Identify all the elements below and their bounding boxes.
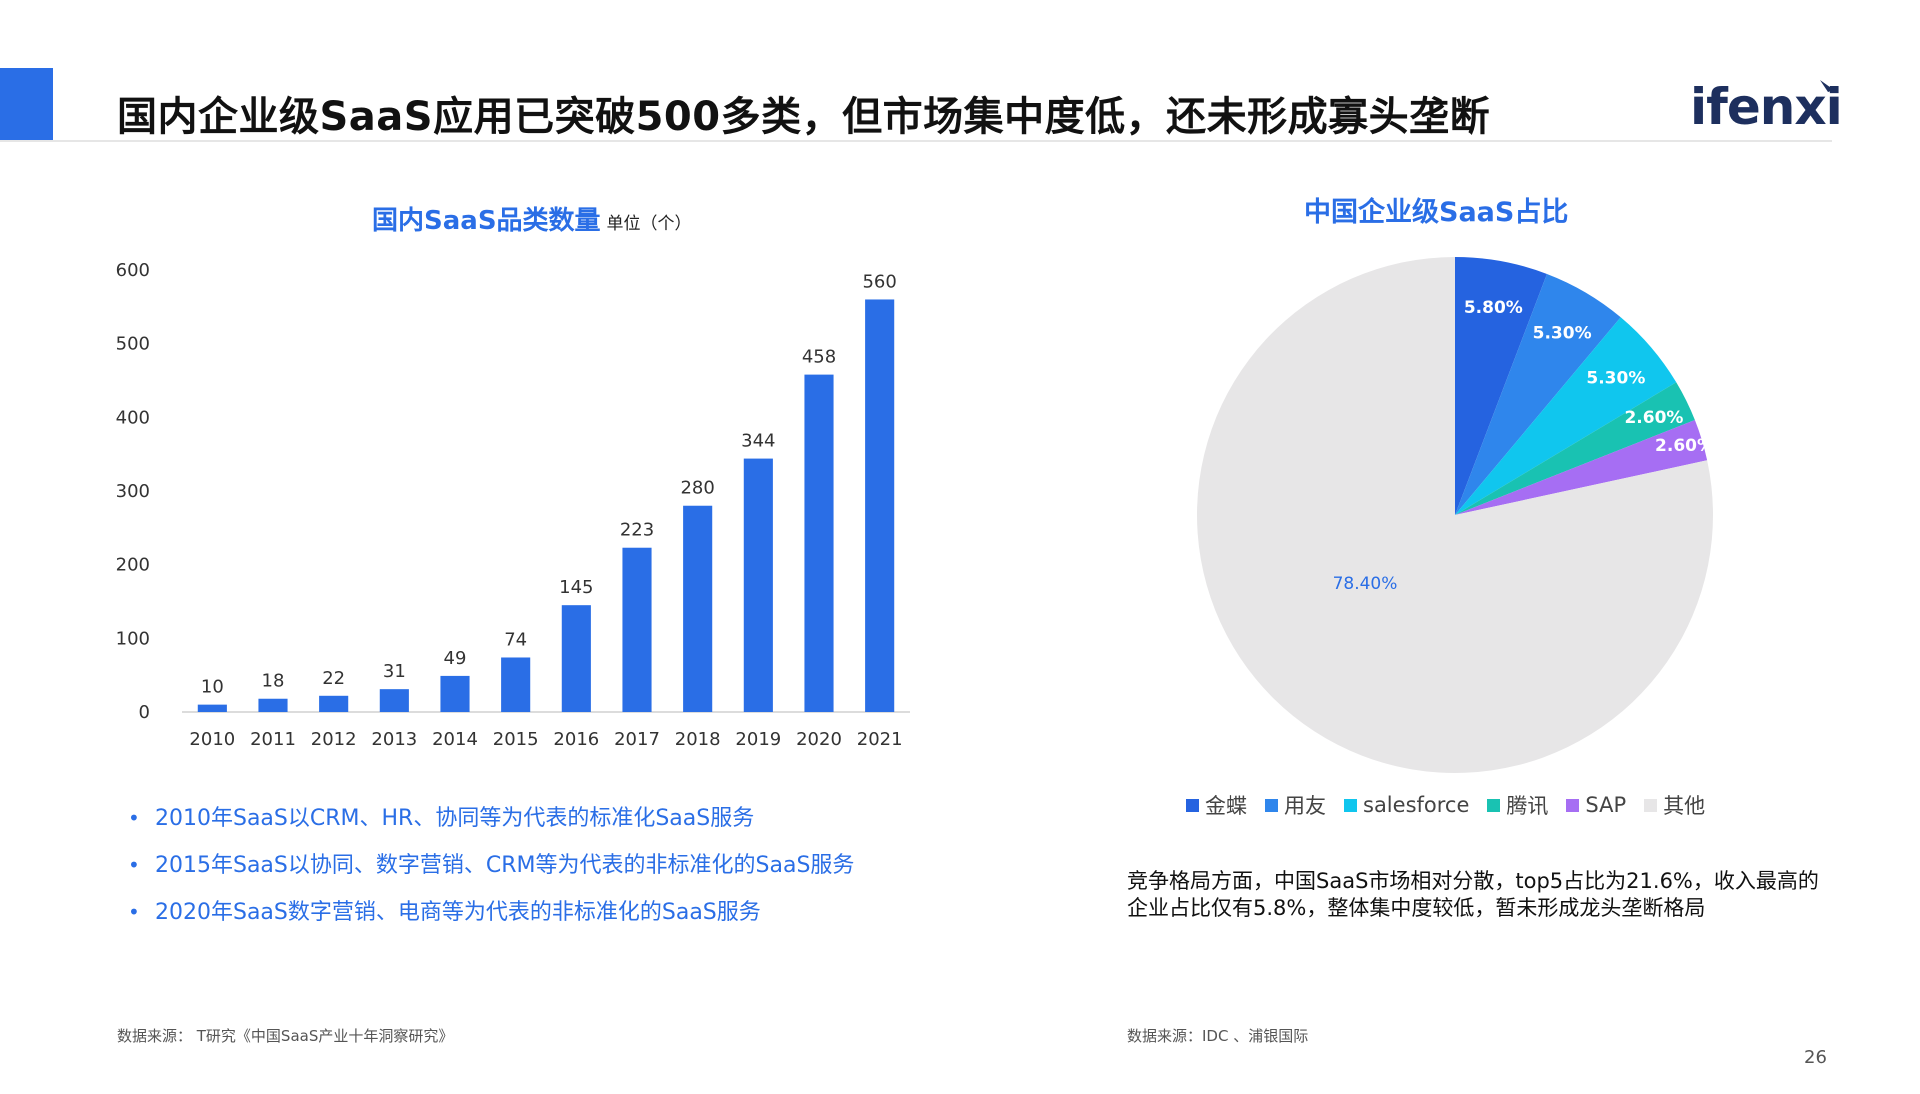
- bullet-item: 2020年SaaS数字营销、电商等为代表的非标准化的SaaS服务: [125, 889, 854, 936]
- legend-label: salesforce: [1363, 793, 1470, 817]
- x-tick-label: 2015: [493, 729, 539, 750]
- pie-slice: [1455, 257, 1547, 515]
- legend-label: 腾讯: [1506, 794, 1549, 818]
- x-tick-label: 2017: [614, 729, 660, 750]
- bar-chart-title-text: 国内SaaS品类数量: [372, 206, 601, 236]
- x-tick-label: 2016: [553, 729, 599, 750]
- bar: [258, 698, 288, 712]
- bar-chart: 0 100 200 300 400 500 600 10 2010 18 2011 22 2012 31 2…: [116, 260, 910, 750]
- x-tick-label: 2010: [189, 729, 235, 750]
- data-label: 560: [862, 271, 896, 292]
- pie-slice: [1455, 420, 1708, 515]
- pie-chart-title: 中国企业级SaaS占比: [1304, 197, 1569, 228]
- data-label: 74: [504, 629, 527, 650]
- pie-slice-label: 2.60%: [1624, 408, 1683, 428]
- bar: [501, 657, 531, 712]
- bar: [561, 605, 591, 712]
- logo: ifenxi: [1690, 78, 1843, 138]
- y-tick-label: 0: [139, 702, 150, 723]
- accent-block: [0, 68, 53, 140]
- x-tick-label: 2012: [311, 729, 357, 750]
- x-tick-label: 2014: [432, 729, 478, 750]
- bullet-item: 2015年SaaS以协同、数字营销、CRM等为代表的非标准化的SaaS服务: [125, 842, 854, 889]
- x-tick-label: 2021: [857, 729, 903, 750]
- bar: [197, 704, 227, 712]
- pie-slice: [1455, 273, 1621, 515]
- logo-text: ifenxi: [1690, 78, 1843, 136]
- bar: [379, 689, 409, 712]
- data-label: 280: [680, 478, 714, 499]
- data-label: 49: [444, 648, 467, 669]
- data-label: 18: [262, 671, 285, 692]
- pie-slice: [1455, 317, 1677, 515]
- bullet-item: 2010年SaaS以CRM、HR、协同等为代表的标准化SaaS服务: [125, 795, 854, 842]
- bar-chart-unit: 单位（个）: [606, 214, 692, 234]
- legend-swatch: [1644, 798, 1658, 812]
- legend-item: salesforce: [1344, 793, 1469, 817]
- legend-item: 腾讯: [1487, 790, 1548, 820]
- bar: [319, 695, 349, 712]
- legend-item: SAP: [1566, 793, 1626, 817]
- data-label: 22: [322, 668, 345, 689]
- pie-legend: 金蝶 用友 salesforce 腾讯 SAP 其他: [1186, 790, 1705, 820]
- bar: [865, 299, 895, 712]
- data-label: 458: [802, 347, 836, 368]
- pie-slice: [1197, 257, 1713, 773]
- bar: [743, 458, 773, 712]
- legend-swatch: [1265, 798, 1278, 812]
- x-tick-label: 2020: [796, 729, 842, 750]
- pie-slice-label: 2.60%: [1655, 436, 1714, 456]
- bullet-list: 2010年SaaS以CRM、HR、协同等为代表的标准化SaaS服务 2015年S…: [125, 795, 854, 936]
- source-note-left: 数据来源： T研究《中国SaaS产业十年洞察研究》: [117, 1027, 454, 1045]
- y-tick-label: 600: [116, 260, 150, 281]
- legend-swatch: [1566, 798, 1580, 812]
- bar: [683, 505, 713, 712]
- y-tick-label: 400: [116, 407, 150, 428]
- pie-slice-label: 78.40%: [1333, 574, 1398, 594]
- page-title: 国内企业级SaaS应用已突破500多类，但市场集中度低，还未形成寡头垄断: [117, 94, 1491, 140]
- legend-label: SAP: [1585, 793, 1627, 817]
- summary-text: 竞争格局方面，中国SaaS市场相对分散，top5占比为21.6%，收入最高的企业…: [1127, 869, 1819, 920]
- bar-chart-title: 国内SaaS品类数量 单位（个）: [372, 200, 692, 237]
- pie-slice-label: 5.30%: [1533, 324, 1592, 344]
- legend-item: 金蝶: [1186, 790, 1247, 820]
- logo-arrow-icon: [1820, 80, 1834, 92]
- data-label: 31: [383, 661, 406, 682]
- source-note-right: 数据来源：IDC 、浦银国际: [1127, 1027, 1309, 1045]
- legend-swatch: [1344, 798, 1357, 812]
- legend-item: 用友: [1265, 790, 1326, 820]
- legend-label: 金蝶: [1205, 794, 1247, 818]
- pie-slice-label: 5.80%: [1464, 298, 1523, 318]
- pie-chart: 5.80% 5.30% 5.30% 2.60% 2.60% 78.40%: [1197, 257, 1714, 773]
- x-tick-label: 2013: [371, 729, 417, 750]
- title-divider: [0, 140, 1832, 142]
- data-label: 10: [201, 677, 224, 698]
- x-tick-label: 2019: [735, 729, 781, 750]
- data-label: 145: [559, 577, 593, 598]
- bar: [622, 547, 652, 712]
- data-label: 223: [620, 520, 654, 541]
- pie-slice-label: 5.30%: [1586, 369, 1645, 389]
- page-number: 26: [1804, 1047, 1827, 1068]
- bar: [804, 374, 834, 712]
- x-tick-label: 2018: [675, 729, 721, 750]
- legend-label: 其他: [1663, 794, 1706, 818]
- bar: [440, 675, 470, 712]
- y-tick-label: 500: [116, 334, 150, 355]
- legend-swatch: [1487, 798, 1501, 812]
- y-tick-label: 100: [116, 628, 150, 649]
- legend-swatch: [1186, 798, 1199, 812]
- y-tick-label: 300: [116, 481, 150, 502]
- legend-label: 用友: [1284, 794, 1326, 818]
- data-label: 344: [741, 431, 775, 452]
- y-tick-label: 200: [116, 555, 150, 576]
- x-tick-label: 2011: [250, 729, 296, 750]
- legend-item: 其他: [1644, 790, 1705, 820]
- pie-slice: [1455, 382, 1695, 515]
